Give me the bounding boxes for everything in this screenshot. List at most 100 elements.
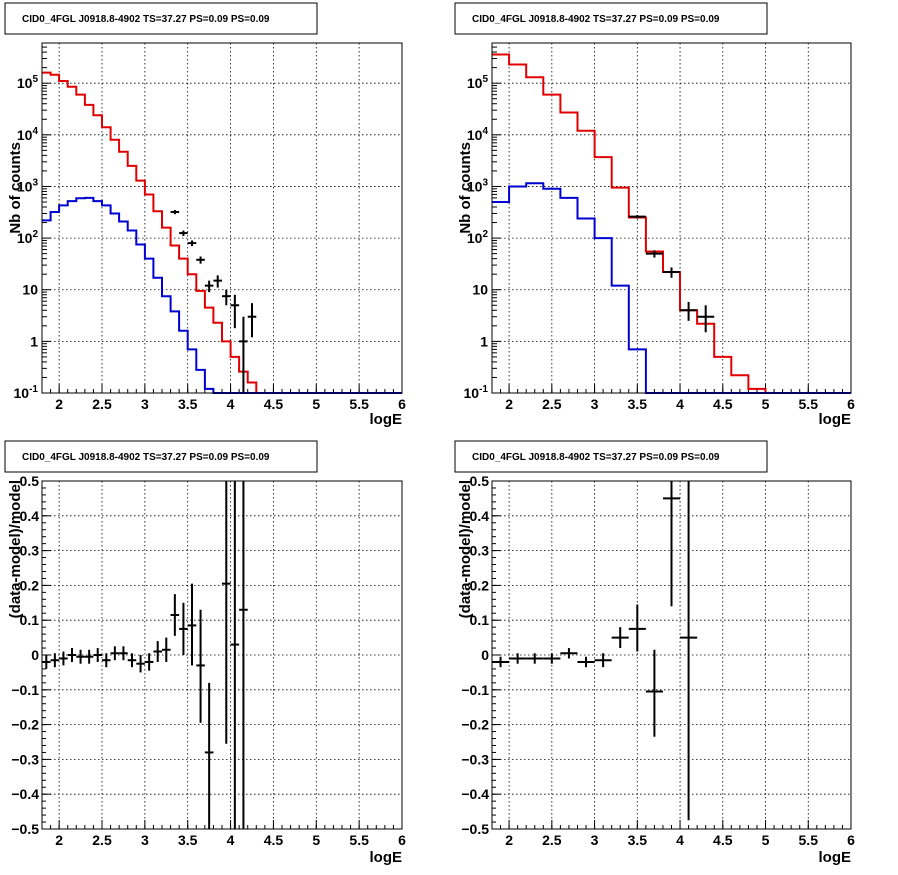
x-tick-label: 5 [762, 832, 770, 848]
x-tick-label: 4 [676, 396, 684, 412]
x-tick-label: 3 [591, 396, 599, 412]
y-tick-label: 0.5 [20, 473, 40, 489]
x-tick-label: 2 [505, 832, 513, 848]
panel-top-right: CID0_4FGL J0918.8-4902 TS=37.27 PS=0.09 … [454, 2, 855, 428]
x-tick-label: 3 [591, 832, 599, 848]
y-tick-label: 1 [480, 333, 488, 349]
x-tick-label: 4 [227, 396, 235, 412]
y-tick-label: −0.1 [11, 682, 39, 698]
data-point [187, 583, 197, 666]
data-point [509, 653, 527, 664]
data-point [680, 301, 698, 321]
data-point [222, 481, 231, 744]
data-point [162, 637, 171, 662]
data-point [230, 294, 240, 329]
y-tick-label: 104 [467, 126, 489, 143]
x-tick-label: 6 [398, 832, 406, 848]
chart-title: CID0_4FGL J0918.8-4902 TS=37.27 PS=0.09 … [472, 14, 720, 25]
data-point [204, 280, 214, 293]
chart-title: CID0_4FGL J0918.8-4902 TS=37.27 PS=0.09 … [22, 14, 270, 25]
y-tick-label: −0.4 [461, 786, 489, 802]
x-tick-label: 4 [676, 832, 684, 848]
x-tick-label: 4 [227, 832, 235, 848]
title-box [4, 2, 318, 35]
y-axis-label: (data-model)/model [457, 480, 474, 618]
x-tick-label: 2.5 [542, 396, 562, 412]
y-tick-label: 10 [22, 282, 38, 298]
y-tick-label: −0.2 [11, 717, 39, 733]
x-tick-label: 2 [55, 396, 63, 412]
y-tick-label: 0.2 [470, 577, 490, 593]
x-tick-label: 6 [847, 832, 855, 848]
data-point [59, 651, 68, 666]
data-point [93, 648, 102, 662]
data-point [560, 648, 578, 659]
histogram-series [492, 182, 851, 394]
plot-frame [491, 42, 852, 394]
data-point [76, 649, 85, 664]
panel-bottom-right: CID0_4FGL J0918.8-4902 TS=37.27 PS=0.09 … [454, 440, 855, 866]
y-tick-label: 104 [17, 126, 39, 143]
data-point [611, 627, 629, 649]
x-tick-label: 2 [55, 832, 63, 848]
y-tick-label: −0.5 [461, 821, 489, 837]
x-tick-label: 2.5 [92, 396, 112, 412]
y-tick-label: 0.5 [470, 473, 490, 489]
data-point [42, 655, 51, 669]
chart-title: CID0_4FGL J0918.8-4902 TS=37.27 PS=0.09 … [22, 452, 270, 463]
data-point [153, 641, 162, 662]
title-box [454, 2, 768, 35]
data-point [170, 209, 180, 215]
data-point [645, 250, 663, 258]
y-tick-label: 0 [481, 647, 489, 663]
x-tick-label: 3.5 [178, 832, 198, 848]
data-point [594, 653, 612, 668]
panel-bottom-left: CID0_4FGL J0918.8-4902 TS=37.27 PS=0.09 … [4, 440, 406, 866]
x-tick-label: 3.5 [628, 832, 648, 848]
x-tick-label: 4.5 [264, 396, 284, 412]
data-point [119, 646, 128, 661]
data-point [230, 481, 240, 829]
data-point [239, 316, 248, 393]
data-point [179, 602, 188, 655]
data-point [187, 240, 197, 247]
y-tick-label: 0.4 [20, 508, 40, 524]
y-tick-label: 0.3 [20, 543, 40, 559]
y-tick-label: −0.1 [461, 682, 489, 698]
data-point [492, 656, 510, 668]
data-point [222, 289, 231, 306]
data-point [179, 230, 188, 236]
y-tick-label: 10-1 [14, 384, 39, 401]
title-box [4, 440, 318, 473]
y-tick-label: 105 [17, 74, 39, 91]
data-point [196, 609, 205, 723]
title-box [454, 440, 768, 473]
y-tick-label: 0.3 [470, 543, 490, 559]
x-tick-label: 5 [312, 832, 320, 848]
y-axis-label: Nb of counts [7, 142, 24, 234]
data-point [84, 649, 94, 664]
x-tick-label: 5.5 [349, 832, 369, 848]
y-tick-label: 1 [30, 333, 38, 349]
y-tick-label: 0.2 [20, 577, 40, 593]
x-tick-label: 5 [312, 396, 320, 412]
plot-frame [41, 480, 403, 830]
data-point [196, 256, 205, 264]
x-tick-label: 4.5 [264, 832, 284, 848]
data-point [127, 653, 137, 668]
y-axis-label: (data-model)/model [7, 480, 24, 618]
plot-area: 2 2.5 3 3.5 4 4.5 5 5.5 6 −0.5 −0.4 −0.3 −0.2 −0.1 0 0.… [461, 473, 855, 848]
data-point [697, 305, 715, 333]
y-axis-label: Nb of counts [457, 142, 474, 234]
x-tick-label: 6 [847, 396, 855, 412]
x-tick-label: 4.5 [713, 396, 733, 412]
histogram-series [492, 53, 851, 394]
histogram-series [42, 71, 402, 394]
data-point [662, 267, 681, 278]
plot-area: 2 2.5 3 3.5 4 4.5 5 5.5 6 −0.5 −0.4 −0.3 −0.2 −0.1 0 0.… [11, 473, 406, 848]
y-tick-label: 105 [467, 74, 489, 91]
chart-title: CID0_4FGL J0918.8-4902 TS=37.27 PS=0.09 … [472, 452, 720, 463]
x-tick-label: 3.5 [628, 396, 648, 412]
y-tick-label: 10 [472, 282, 488, 298]
